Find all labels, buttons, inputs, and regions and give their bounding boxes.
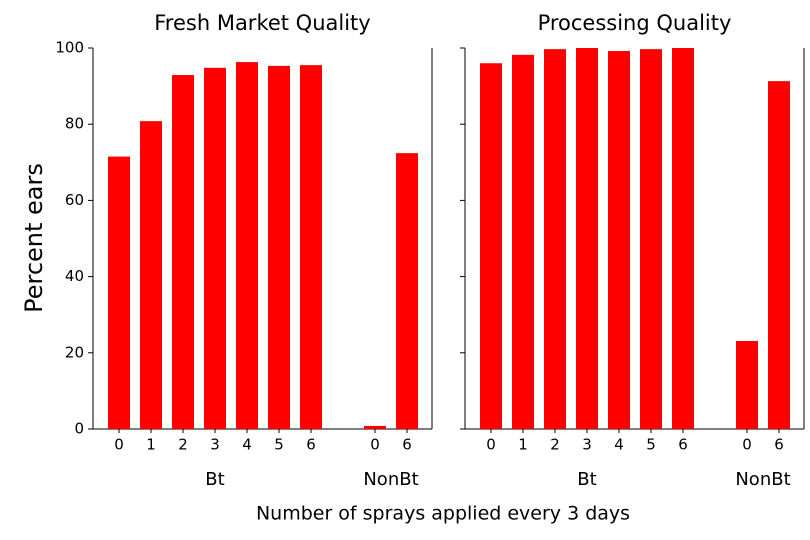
x-tick-label: 0 [114,436,124,454]
y-tick-label: 80 [65,115,84,133]
x-tick-label: 0 [370,436,380,454]
x-tick-label: 6 [402,436,412,454]
bar [300,65,322,430]
group-label: NonBt [735,469,790,490]
chart-title: Processing Quality [538,11,732,35]
x-tick-label: 2 [178,436,188,454]
x-tick-label: 2 [550,436,560,454]
x-tick-label: 6 [306,436,316,454]
x-tick-label: 0 [742,436,752,454]
bar [672,48,694,429]
group-label: NonBt [363,469,418,490]
x-tick-label: 0 [486,436,496,454]
x-tick-label: 5 [274,436,284,454]
bar [544,49,566,429]
bar [768,81,790,429]
y-tick-label: 20 [65,343,84,361]
chart-title: Fresh Market Quality [154,11,370,35]
bar [108,156,130,429]
group-label: Bt [205,469,224,490]
x-tick-label: 4 [242,436,252,454]
bar [608,51,630,429]
y-tick-label: 40 [65,267,84,285]
x-tick-label: 4 [614,436,624,454]
bar [268,65,290,430]
bar [640,49,662,429]
y-axis-label: Percent ears [20,163,48,313]
bar [172,75,194,430]
x-tick-label: 6 [774,436,784,454]
group-label: Bt [577,469,596,490]
bar [736,340,758,429]
bar [480,63,502,430]
bar [396,153,418,429]
bar [364,425,386,429]
x-tick-label: 3 [582,436,592,454]
x-axis-label: Number of sprays applied every 3 days [256,503,630,525]
y-tick-label: 100 [55,39,84,57]
y-tick-label: 60 [65,191,84,209]
bar [512,54,534,429]
x-tick-label: 6 [678,436,688,454]
x-tick-label: 1 [518,436,528,454]
bar [140,121,162,429]
x-tick-label: 5 [646,436,656,454]
y-tick-label: 0 [74,420,84,438]
bar [576,48,598,429]
bar [204,67,226,429]
x-tick-label: 1 [146,436,156,454]
bar [236,62,258,430]
x-tick-label: 3 [210,436,220,454]
